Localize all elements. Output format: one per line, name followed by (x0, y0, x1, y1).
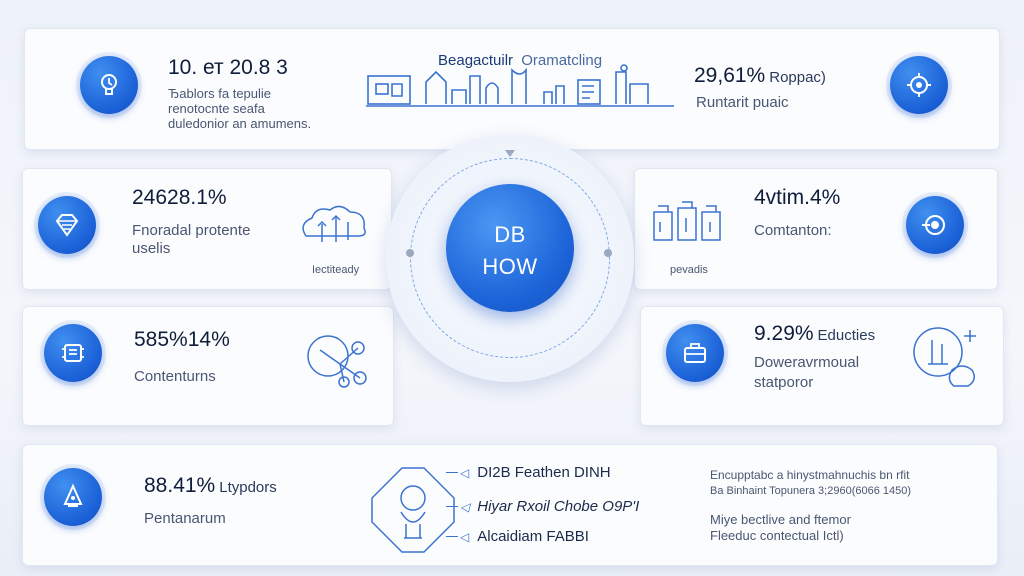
mid-left-icon (38, 196, 96, 254)
mid-right-icon (906, 196, 964, 254)
mid-right-stat: 4vtim.4% (754, 186, 841, 209)
top-left-desc-1: Ђаblors fа tерuliе (168, 86, 272, 101)
top-left-desc-3: duledonior an amumens. (168, 116, 312, 131)
bottom-desc: Pentanarum (144, 510, 226, 527)
mid-left-desc-1: Fnоradal protente (132, 222, 251, 239)
mid-left-desc-2: uselis (132, 240, 171, 257)
top-right-icon (890, 56, 948, 114)
low-right-stat-suffix: Educties (817, 327, 876, 344)
bottom-list-item-1: ◁ DI2B Feathen DINH (460, 464, 611, 481)
top-right-stat: 29,61% Roppac) (694, 64, 826, 88)
low-left-desc: Contenturns (134, 368, 216, 385)
top-left-icon (80, 56, 138, 114)
mid-right-label: pevadis (670, 264, 708, 276)
bottom-stat: 88.41% Ltypdors (144, 474, 277, 498)
low-left-icon (44, 324, 102, 382)
hub-label-line1: DB (494, 222, 526, 247)
bottom-tick-2 (446, 506, 458, 507)
low-right-icon (666, 324, 724, 382)
mid-left-card (22, 168, 392, 290)
top-right-stat-suffix: Roppac) (769, 69, 826, 86)
lab-illustration (913, 327, 976, 387)
hub-dot-left (406, 249, 414, 257)
mid-left-label: Iectiteady (312, 264, 360, 276)
bottom-note-4: Fleeduc contectual Ictl) (710, 528, 844, 543)
server-icon (62, 344, 84, 362)
bottom-stat-value: 88.41% (144, 474, 216, 497)
bottom-tick-1 (446, 472, 458, 473)
list-chevron-icon: ◁ (460, 530, 470, 544)
gear-icon (907, 73, 931, 97)
buildings-illustration (366, 64, 674, 107)
top-center-title-a: Beagaсtuilr (438, 52, 514, 69)
top-center-title-b: Oramatcling (521, 52, 603, 69)
portrait-illustration (371, 467, 455, 553)
jars-illustration (653, 201, 721, 241)
mid-left-stat: 24628.1% (132, 186, 227, 209)
top-left-desc-2: rеnоtоcnte sеаfа (168, 101, 265, 116)
low-right-desc-2: statporor (754, 374, 814, 391)
bottom-note-2: Ba Binhaint Topunera 3;2960(6066 1450) (710, 485, 912, 497)
target-icon (922, 215, 945, 235)
bottom-list-item-2: ◁ Hiyar Rxoil Chobe O9P'I (460, 498, 640, 515)
hub-label-line2: HOW (482, 254, 538, 279)
low-right-stat: 9.29% Educties (754, 322, 875, 346)
bottom-stat-suffix: Ltypdors (219, 479, 277, 496)
top-right-desc: Runtarit puаic (696, 94, 789, 111)
top-center-title: Beagaсtuilr Oramatcling (438, 52, 602, 70)
low-right-desc-1: Doweravrmoual (754, 354, 860, 371)
bottom-note-3: Miye bectlive and ftemor (710, 512, 851, 527)
bottom-tick-3 (446, 536, 458, 537)
low-right-stat-value: 9.29% (754, 322, 814, 345)
briefcase-icon (684, 343, 706, 363)
mid-right-desc: Comtanton: (754, 222, 832, 239)
hub-dashed-orbit (410, 158, 610, 358)
bottom-card (22, 444, 998, 566)
network-illustration (307, 335, 367, 388)
bottom-note-1: Encupptabc a hinystmahnuchis bn rfit (710, 468, 910, 482)
hub-top-marker (505, 150, 515, 157)
cloud-illustration (302, 205, 366, 242)
bottom-icon (44, 468, 102, 526)
list-chevron-icon: ◁ (460, 500, 470, 514)
bottom-list-item-3: ◁ Alcaidiam FABBI (460, 528, 589, 545)
hub-core[interactable] (446, 184, 574, 312)
list-chevron-icon: ◁ (460, 466, 470, 480)
lightbulb-icon (101, 74, 117, 95)
flame-icon (63, 483, 83, 507)
gem-icon (55, 214, 79, 237)
top-right-stat-value: 29,61% (694, 64, 766, 87)
top-left-stat: 10. ет 20.8 3 (168, 56, 288, 79)
low-left-stat: 585%14% (134, 328, 230, 351)
hub-dot-right (604, 249, 612, 257)
